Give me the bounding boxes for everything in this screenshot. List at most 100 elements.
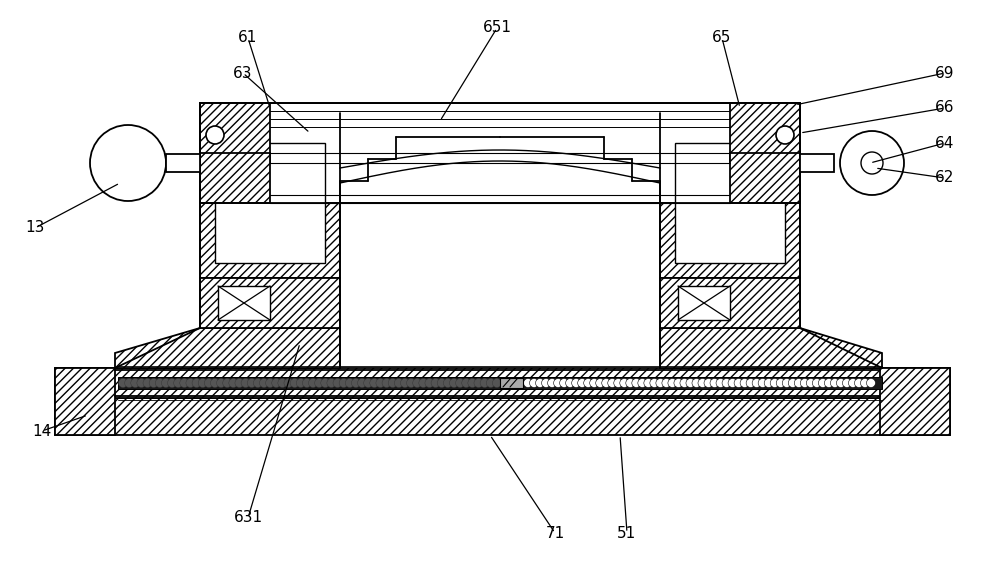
Circle shape [524, 378, 532, 388]
Polygon shape [200, 113, 340, 278]
Circle shape [462, 378, 471, 388]
Circle shape [728, 378, 737, 388]
Circle shape [584, 378, 593, 388]
Circle shape [836, 378, 845, 388]
Circle shape [302, 378, 311, 388]
Circle shape [686, 378, 695, 388]
Circle shape [308, 378, 318, 388]
Circle shape [155, 378, 164, 388]
Circle shape [806, 378, 815, 388]
Circle shape [566, 378, 575, 388]
Circle shape [776, 378, 785, 388]
Circle shape [272, 378, 281, 388]
Circle shape [704, 378, 713, 388]
Circle shape [253, 378, 262, 388]
Circle shape [90, 125, 166, 201]
Circle shape [824, 378, 833, 388]
Circle shape [812, 378, 821, 388]
Bar [523, 377, 882, 389]
Polygon shape [660, 113, 800, 278]
Circle shape [764, 378, 773, 388]
Circle shape [638, 378, 647, 388]
Circle shape [394, 378, 403, 388]
Circle shape [168, 378, 177, 388]
Circle shape [830, 378, 839, 388]
Circle shape [327, 378, 336, 388]
Circle shape [119, 378, 128, 388]
Circle shape [345, 378, 354, 388]
Circle shape [530, 378, 539, 388]
Circle shape [247, 378, 256, 388]
Circle shape [536, 378, 545, 388]
Circle shape [278, 378, 287, 388]
Bar [675, 143, 785, 263]
Circle shape [198, 378, 207, 388]
Circle shape [321, 378, 330, 388]
Text: 13: 13 [25, 220, 45, 236]
Polygon shape [200, 153, 270, 203]
Circle shape [788, 378, 797, 388]
Circle shape [854, 378, 863, 388]
Circle shape [400, 378, 409, 388]
Text: 631: 631 [233, 511, 263, 525]
Text: 51: 51 [617, 525, 637, 540]
Circle shape [192, 378, 201, 388]
Circle shape [746, 378, 755, 388]
Circle shape [143, 378, 152, 388]
Circle shape [770, 378, 779, 388]
Circle shape [223, 378, 232, 388]
Circle shape [710, 378, 719, 388]
Circle shape [656, 378, 665, 388]
Circle shape [722, 378, 731, 388]
Polygon shape [880, 368, 950, 435]
Circle shape [290, 378, 299, 388]
Circle shape [437, 378, 446, 388]
Circle shape [241, 378, 250, 388]
Circle shape [680, 378, 689, 388]
Circle shape [315, 378, 324, 388]
Circle shape [644, 378, 653, 388]
Circle shape [186, 378, 195, 388]
Circle shape [474, 378, 483, 388]
Polygon shape [730, 153, 800, 203]
Text: 61: 61 [238, 30, 258, 45]
Circle shape [296, 378, 305, 388]
Circle shape [364, 378, 373, 388]
Text: 63: 63 [233, 65, 253, 80]
Text: 69: 69 [935, 65, 955, 80]
Circle shape [358, 378, 367, 388]
Circle shape [596, 378, 605, 388]
Circle shape [866, 378, 875, 388]
Circle shape [614, 378, 623, 388]
Text: 65: 65 [712, 30, 732, 45]
Circle shape [860, 378, 869, 388]
Circle shape [125, 378, 134, 388]
Circle shape [542, 378, 551, 388]
Circle shape [206, 126, 224, 144]
Bar [218, 286, 270, 320]
Circle shape [259, 378, 268, 388]
Circle shape [180, 378, 189, 388]
Circle shape [137, 378, 146, 388]
Circle shape [174, 378, 183, 388]
Bar [678, 286, 730, 320]
Circle shape [650, 378, 659, 388]
Circle shape [204, 378, 213, 388]
Circle shape [339, 378, 348, 388]
Circle shape [716, 378, 725, 388]
Circle shape [668, 378, 677, 388]
Polygon shape [730, 103, 800, 163]
Polygon shape [115, 328, 340, 368]
Circle shape [217, 378, 226, 388]
Bar [166, 154, 200, 172]
Polygon shape [200, 278, 340, 328]
Circle shape [419, 378, 428, 388]
Circle shape [235, 378, 244, 388]
Bar [500, 378, 523, 388]
Circle shape [608, 378, 617, 388]
Circle shape [370, 378, 379, 388]
Circle shape [626, 378, 635, 388]
Circle shape [388, 378, 397, 388]
Circle shape [468, 378, 477, 388]
Circle shape [413, 378, 422, 388]
